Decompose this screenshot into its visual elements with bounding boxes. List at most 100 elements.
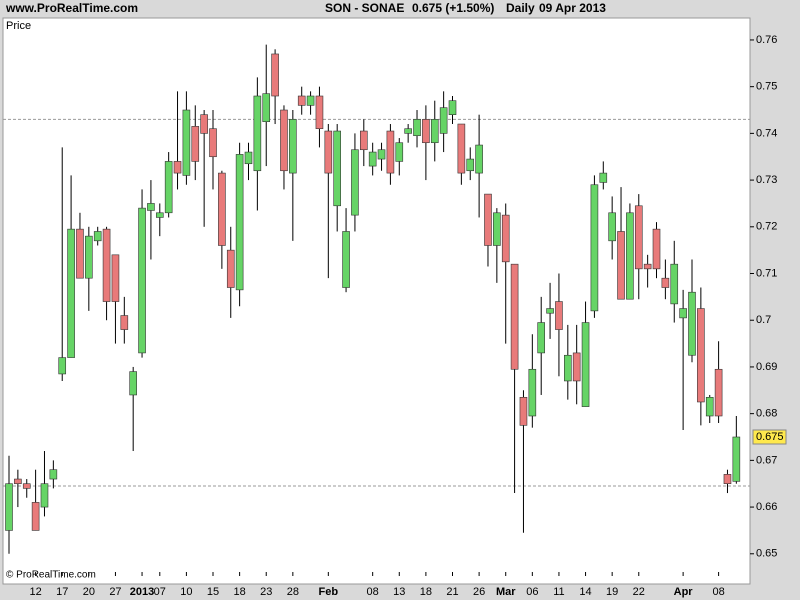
symbol: SON - SONAE [325, 1, 404, 15]
y-tick-label: 0.68 [756, 408, 777, 420]
candle-body [155, 212, 164, 218]
candle-body [209, 128, 217, 158]
candle-body [289, 119, 297, 174]
date: 09 Apr 2013 [539, 1, 606, 15]
candle-body [652, 228, 661, 270]
candle-body [404, 128, 412, 134]
x-tick-label: 17 [56, 586, 68, 598]
candle-body [617, 231, 625, 300]
candle-body [590, 184, 599, 312]
candle-body [634, 205, 643, 270]
x-tick-label: 19 [606, 586, 618, 598]
candle-body [31, 502, 40, 531]
candle-body [138, 207, 146, 354]
candle-body [661, 277, 670, 288]
candle-body [120, 315, 129, 330]
candle-body [714, 368, 723, 417]
candle-body [93, 231, 102, 242]
candle-body [537, 322, 546, 354]
candle-body [235, 154, 244, 291]
y-tick-label: 0.74 [756, 127, 777, 139]
candle-body [572, 352, 581, 382]
y-tick-label: 0.76 [756, 34, 777, 46]
candle-body [608, 212, 616, 242]
candle-body [129, 371, 137, 396]
x-tick-label: 26 [473, 586, 485, 598]
y-tick-label: 0.73 [756, 174, 777, 186]
candle-body [359, 130, 368, 151]
candle-body [306, 95, 315, 106]
y-tick-label: 0.7 [756, 314, 771, 326]
y-tick-label: 0.65 [756, 548, 777, 560]
x-tick-label: 15 [207, 586, 219, 598]
x-tick-label: 27 [109, 586, 121, 598]
y-tick-label: 0.66 [756, 501, 777, 513]
x-tick-label: Apr [674, 586, 694, 598]
x-tick-label: 13 [393, 586, 405, 598]
candle-body [626, 212, 634, 300]
quote: 0.675 (+1.50%) [412, 1, 494, 15]
candle-body [253, 95, 262, 172]
x-tick-label: 18 [233, 586, 245, 598]
candle-body [386, 130, 395, 174]
candle-body [413, 119, 421, 137]
candle-body [368, 151, 377, 167]
candle-body [200, 114, 208, 134]
x-tick-label: 14 [579, 586, 591, 598]
candle-body [546, 308, 554, 314]
candle-body [85, 235, 93, 279]
candle-body [430, 119, 439, 144]
candle-body [315, 95, 324, 130]
x-tick-label: 10 [180, 586, 192, 598]
plot-area [2, 17, 751, 585]
x-tick-label: 07 [154, 586, 166, 598]
candle-body [581, 322, 590, 407]
candle-body [40, 483, 49, 508]
candle-body [484, 193, 492, 246]
candle-body [528, 368, 537, 417]
candle-body [422, 119, 430, 144]
x-tick-label: Feb [319, 586, 339, 598]
candle-body [22, 483, 31, 489]
last-price-box [752, 429, 787, 445]
x-tick-label: 2013 [130, 586, 154, 598]
site: www.ProRealTime.com [5, 1, 138, 15]
candle-body [599, 172, 608, 183]
y-tick-label: 0.75 [756, 81, 777, 93]
last-price-label: 0.675 [756, 431, 784, 443]
x-tick-label: 11 [553, 586, 564, 598]
candle-body [688, 291, 696, 356]
y-tick-label: 0.71 [756, 267, 777, 279]
candle-body [395, 142, 404, 162]
candle-body [5, 483, 13, 531]
candle-body [501, 214, 510, 263]
y-tick-label: 0.69 [756, 361, 777, 373]
x-tick-label: 22 [633, 586, 645, 598]
candle-body [555, 301, 563, 330]
x-tick-label: 21 [446, 586, 458, 598]
candle-body [226, 249, 235, 288]
candle-body [342, 231, 350, 288]
candle-body [351, 149, 359, 216]
candle-body [271, 53, 279, 97]
candle-body [643, 263, 652, 270]
candle-body [14, 478, 22, 485]
candle-body [191, 126, 200, 162]
candle-body [448, 100, 457, 115]
candle-body [102, 228, 111, 302]
x-tick-label: 28 [287, 586, 299, 598]
candle-body [333, 130, 341, 207]
candle-body [493, 212, 501, 246]
candle-body [697, 308, 705, 403]
y-tick-label: 0.72 [756, 221, 777, 233]
candle-body [244, 151, 253, 165]
candle-body [457, 123, 466, 174]
candle-body [182, 109, 191, 176]
candle-body [218, 172, 226, 246]
x-tick-label: 06 [526, 586, 538, 598]
candle-body [173, 161, 182, 174]
candle-body [377, 149, 386, 160]
candle-body [262, 93, 271, 122]
